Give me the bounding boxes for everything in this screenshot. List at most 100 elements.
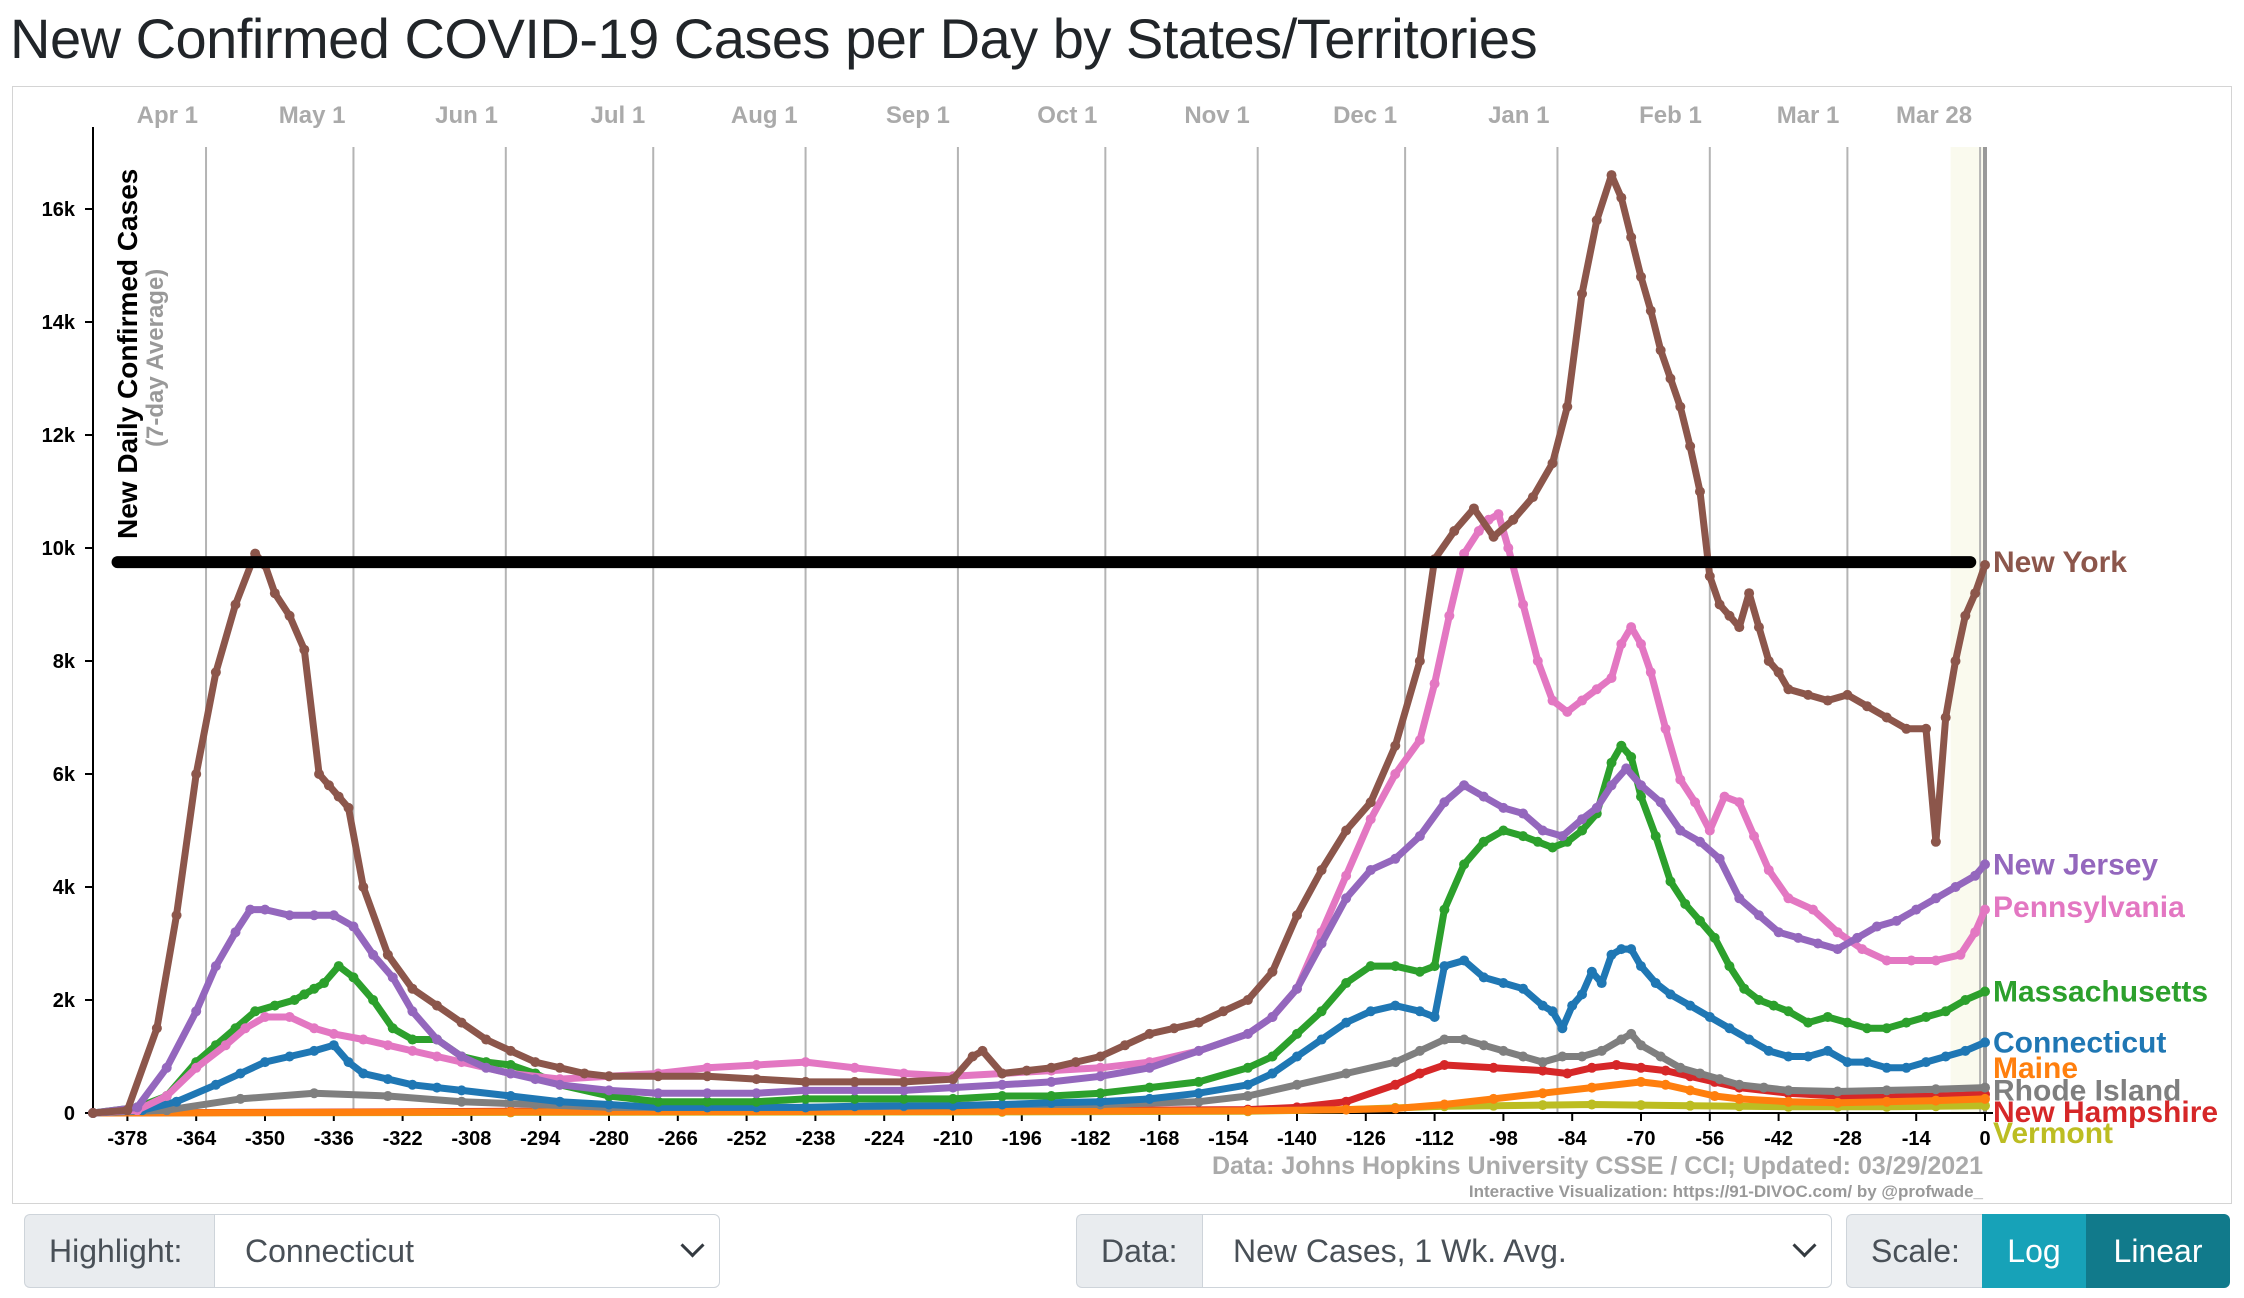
data-point — [1734, 797, 1745, 808]
data-point — [1292, 910, 1302, 921]
data-point — [1193, 1096, 1204, 1107]
data-point — [1390, 1057, 1401, 1068]
data-point — [432, 1051, 442, 1062]
data-point — [132, 1102, 143, 1113]
data-point — [1488, 531, 1499, 542]
data-point — [314, 769, 325, 779]
x-tick-label: -126 — [1346, 1128, 1386, 1150]
data-point — [1980, 1082, 1990, 1093]
month-label: Nov 1 — [1184, 102, 1249, 129]
data-point — [1242, 1062, 1253, 1073]
data-point — [1439, 1034, 1450, 1045]
data-point — [1518, 599, 1529, 610]
data-point — [1694, 486, 1705, 497]
data-point — [407, 983, 418, 994]
data-point — [1365, 961, 1376, 972]
data-point — [800, 1102, 811, 1113]
data-point — [653, 1071, 664, 1082]
data-select[interactable]: New Cases, 1 Wk. Avg. — [1202, 1214, 1832, 1288]
data-point — [1685, 1100, 1696, 1111]
x-tick-label: -364 — [176, 1128, 217, 1150]
data-point — [407, 1034, 418, 1045]
data-point — [456, 1085, 467, 1096]
data-point — [1852, 932, 1863, 943]
scale-control: Scale: Log Linear — [1846, 1214, 2230, 1288]
y-tick-label: 6k — [53, 764, 76, 786]
data-point — [1734, 1101, 1745, 1112]
data-point — [1626, 232, 1637, 243]
data-point — [1390, 853, 1401, 864]
x-tick-label: -224 — [864, 1128, 905, 1150]
data-point — [1901, 1062, 1912, 1073]
data-point — [977, 1045, 988, 1056]
data-point — [1577, 695, 1588, 706]
data-point — [1980, 559, 1990, 570]
data-point — [1562, 706, 1573, 717]
data-point — [1734, 1079, 1745, 1090]
data-point — [1650, 831, 1661, 842]
data-point — [1537, 1100, 1548, 1111]
data-point — [849, 1101, 860, 1112]
data-point — [1803, 1051, 1814, 1062]
data-point — [1557, 831, 1568, 842]
x-tick-label: -350 — [245, 1128, 285, 1150]
data-point — [1763, 1045, 1774, 1056]
data-point — [1468, 503, 1479, 514]
log-scale-button[interactable]: Log — [1982, 1214, 2086, 1288]
series-label: Vermont — [1993, 1117, 2113, 1150]
series-label: Connecticut — [1993, 1026, 2166, 1059]
linear-scale-button[interactable]: Linear — [2086, 1214, 2230, 1288]
data-point — [1532, 836, 1543, 847]
highlight-value: Connecticut — [245, 1232, 414, 1269]
chevron-down-icon — [680, 1233, 705, 1258]
data-point — [849, 1085, 860, 1096]
data-point — [1498, 802, 1509, 813]
data-point — [1414, 656, 1425, 666]
data-point — [161, 1062, 172, 1073]
data-point — [1365, 1006, 1376, 1017]
x-tick-label: -56 — [1695, 1128, 1724, 1150]
data-point — [1532, 656, 1543, 666]
data-point — [1616, 944, 1627, 955]
data-point — [1390, 769, 1401, 779]
y-tick-label: 16k — [42, 199, 76, 221]
data-point — [1414, 735, 1425, 746]
highlight-select[interactable]: Connecticut — [214, 1214, 720, 1288]
data-point — [309, 1088, 320, 1099]
data-point — [1365, 814, 1376, 825]
data-point — [1694, 836, 1705, 847]
chevron-down-icon — [1792, 1233, 1817, 1258]
data-point — [1842, 689, 1853, 700]
series-label: Maine — [1993, 1052, 2078, 1085]
y-tick-label: 0 — [64, 1103, 75, 1125]
data-point — [1242, 1105, 1253, 1116]
data-point — [604, 1099, 614, 1110]
highlight-control: Highlight: Connecticut — [24, 1214, 720, 1288]
data-point — [1459, 859, 1470, 870]
data-point — [1316, 1006, 1327, 1017]
data-point — [1390, 961, 1401, 972]
data-point — [1793, 932, 1804, 943]
month-label: Jun 1 — [435, 102, 498, 129]
month-label: May 1 — [279, 102, 346, 129]
data-point — [997, 1079, 1008, 1090]
data-point — [1655, 345, 1666, 356]
data-point — [1719, 791, 1730, 802]
series-label: Pennsylvania — [1993, 891, 2185, 924]
data-point — [1842, 1017, 1853, 1028]
data-point — [1429, 961, 1440, 972]
data-point — [1577, 825, 1588, 836]
data-point — [382, 1040, 393, 1051]
series-labels: New York New Jersey Pennsylvania Massachuse… — [1993, 546, 2218, 1150]
data-point — [1832, 944, 1843, 955]
data-point — [898, 1068, 909, 1079]
x-tick-label: -294 — [520, 1128, 561, 1150]
data-point — [800, 1076, 811, 1087]
data-point — [1144, 1093, 1155, 1104]
data-point — [309, 983, 320, 994]
data-point — [1518, 831, 1529, 842]
data-point — [1547, 1006, 1558, 1017]
data-point — [348, 921, 359, 932]
data-point — [1414, 1006, 1425, 1017]
data-point — [505, 1068, 516, 1079]
